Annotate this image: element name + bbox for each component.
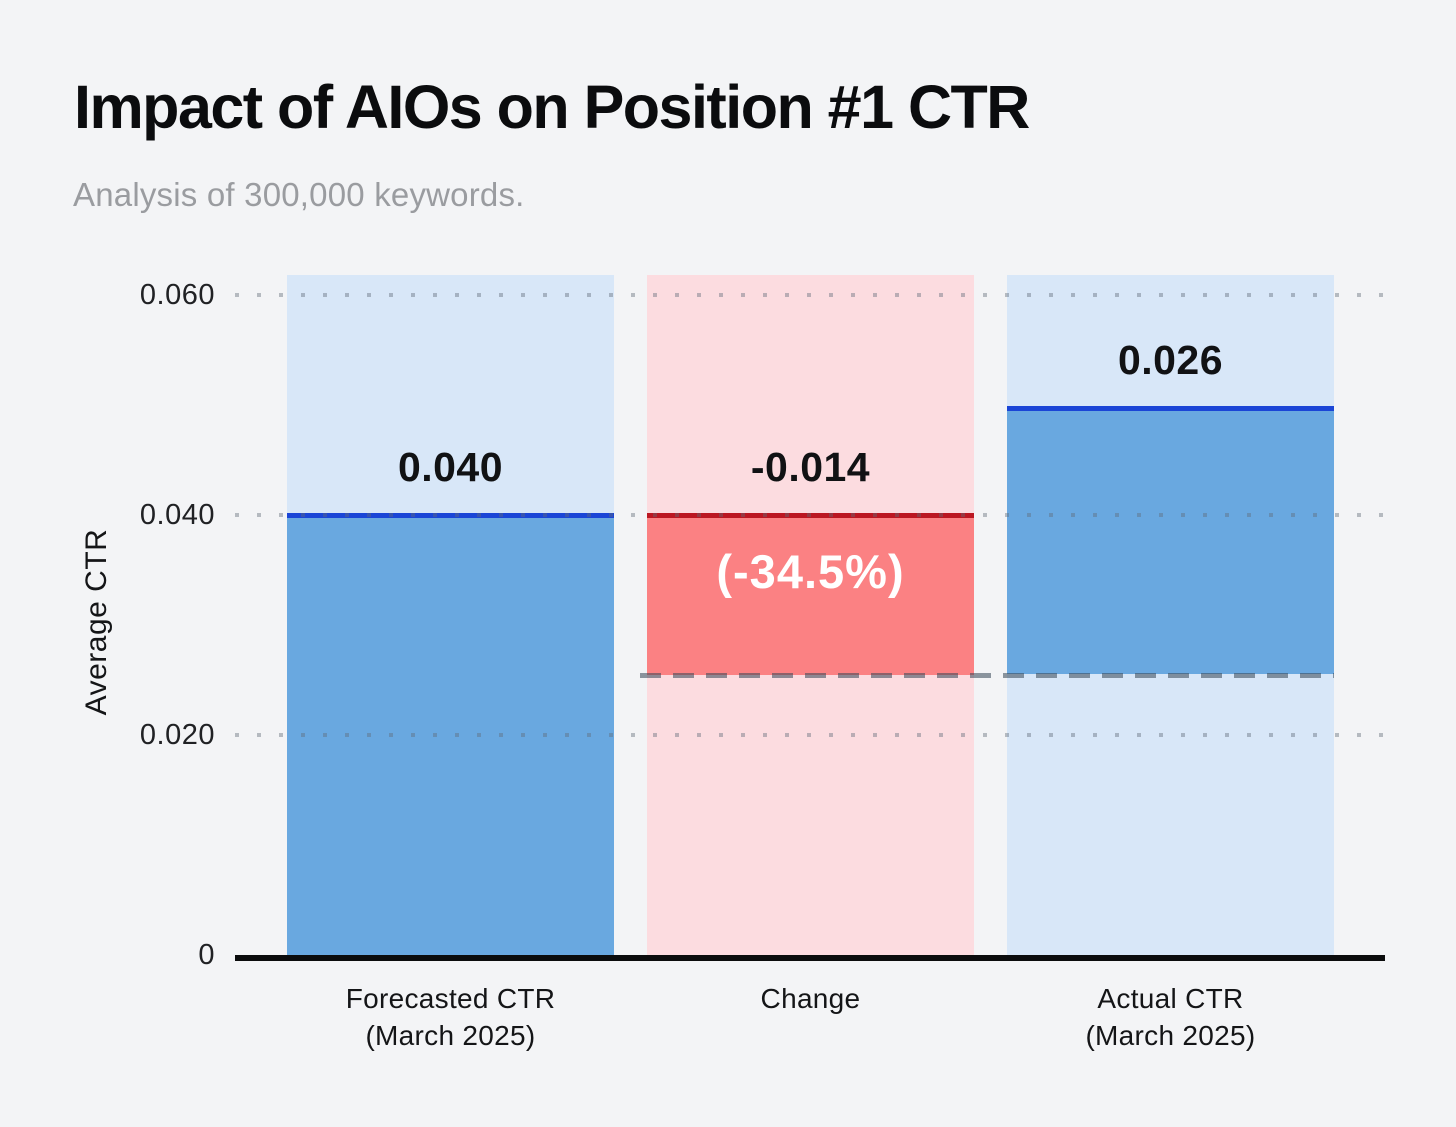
x-axis-label-line1: Actual CTR <box>1097 983 1244 1014</box>
chart-title: Impact of AIOs on Position #1 CTR <box>74 73 1030 141</box>
x-axis-label-line1: Change <box>760 983 861 1014</box>
y-tick-label: 0.040 <box>139 499 215 531</box>
value-label: 0.040 <box>397 444 504 490</box>
gridline <box>235 733 1395 737</box>
y-tick-label: 0.020 <box>139 719 215 751</box>
x-axis-label-line1: Forecasted CTR <box>345 983 556 1014</box>
bar-forecasted-ctr <box>287 515 614 955</box>
gridline <box>235 513 1395 517</box>
column-forecasted-ctr: 0.040 Forecasted CTR (March 2025) <box>287 0 614 1127</box>
x-axis-label: Forecasted CTR (March 2025) <box>247 980 654 1054</box>
x-axis-label: Actual CTR (March 2025) <box>967 980 1374 1054</box>
percent-change-label: (-34.5%) <box>716 545 905 598</box>
x-axis-line <box>235 955 1385 961</box>
bar-top-line <box>1007 406 1334 412</box>
value-label: -0.014 <box>750 444 871 490</box>
column-actual-ctr: 0.026 Actual CTR (March 2025) <box>1007 0 1334 1127</box>
y-axis-title: Average CTR <box>80 528 113 716</box>
value-label: 0.026 <box>1117 337 1224 384</box>
x-axis-label-line2: (March 2025) <box>365 1020 536 1051</box>
bar-change <box>647 515 974 675</box>
bar-actual-ctr <box>1007 408 1334 675</box>
y-tick-label: 0.060 <box>139 279 215 311</box>
chart-subtitle: Analysis of 300,000 keywords. <box>73 176 525 213</box>
gridline <box>235 293 1395 297</box>
baseline-dashed-line <box>640 672 1334 678</box>
y-tick-label: 0 <box>198 939 215 971</box>
column-change: -0.014 (-34.5%) Change <box>647 0 974 1127</box>
bar-top-line <box>287 513 614 518</box>
bar-top-line <box>647 513 974 518</box>
x-axis-label-line2: (March 2025) <box>1085 1020 1256 1051</box>
x-axis-label: Change <box>607 980 1014 1017</box>
